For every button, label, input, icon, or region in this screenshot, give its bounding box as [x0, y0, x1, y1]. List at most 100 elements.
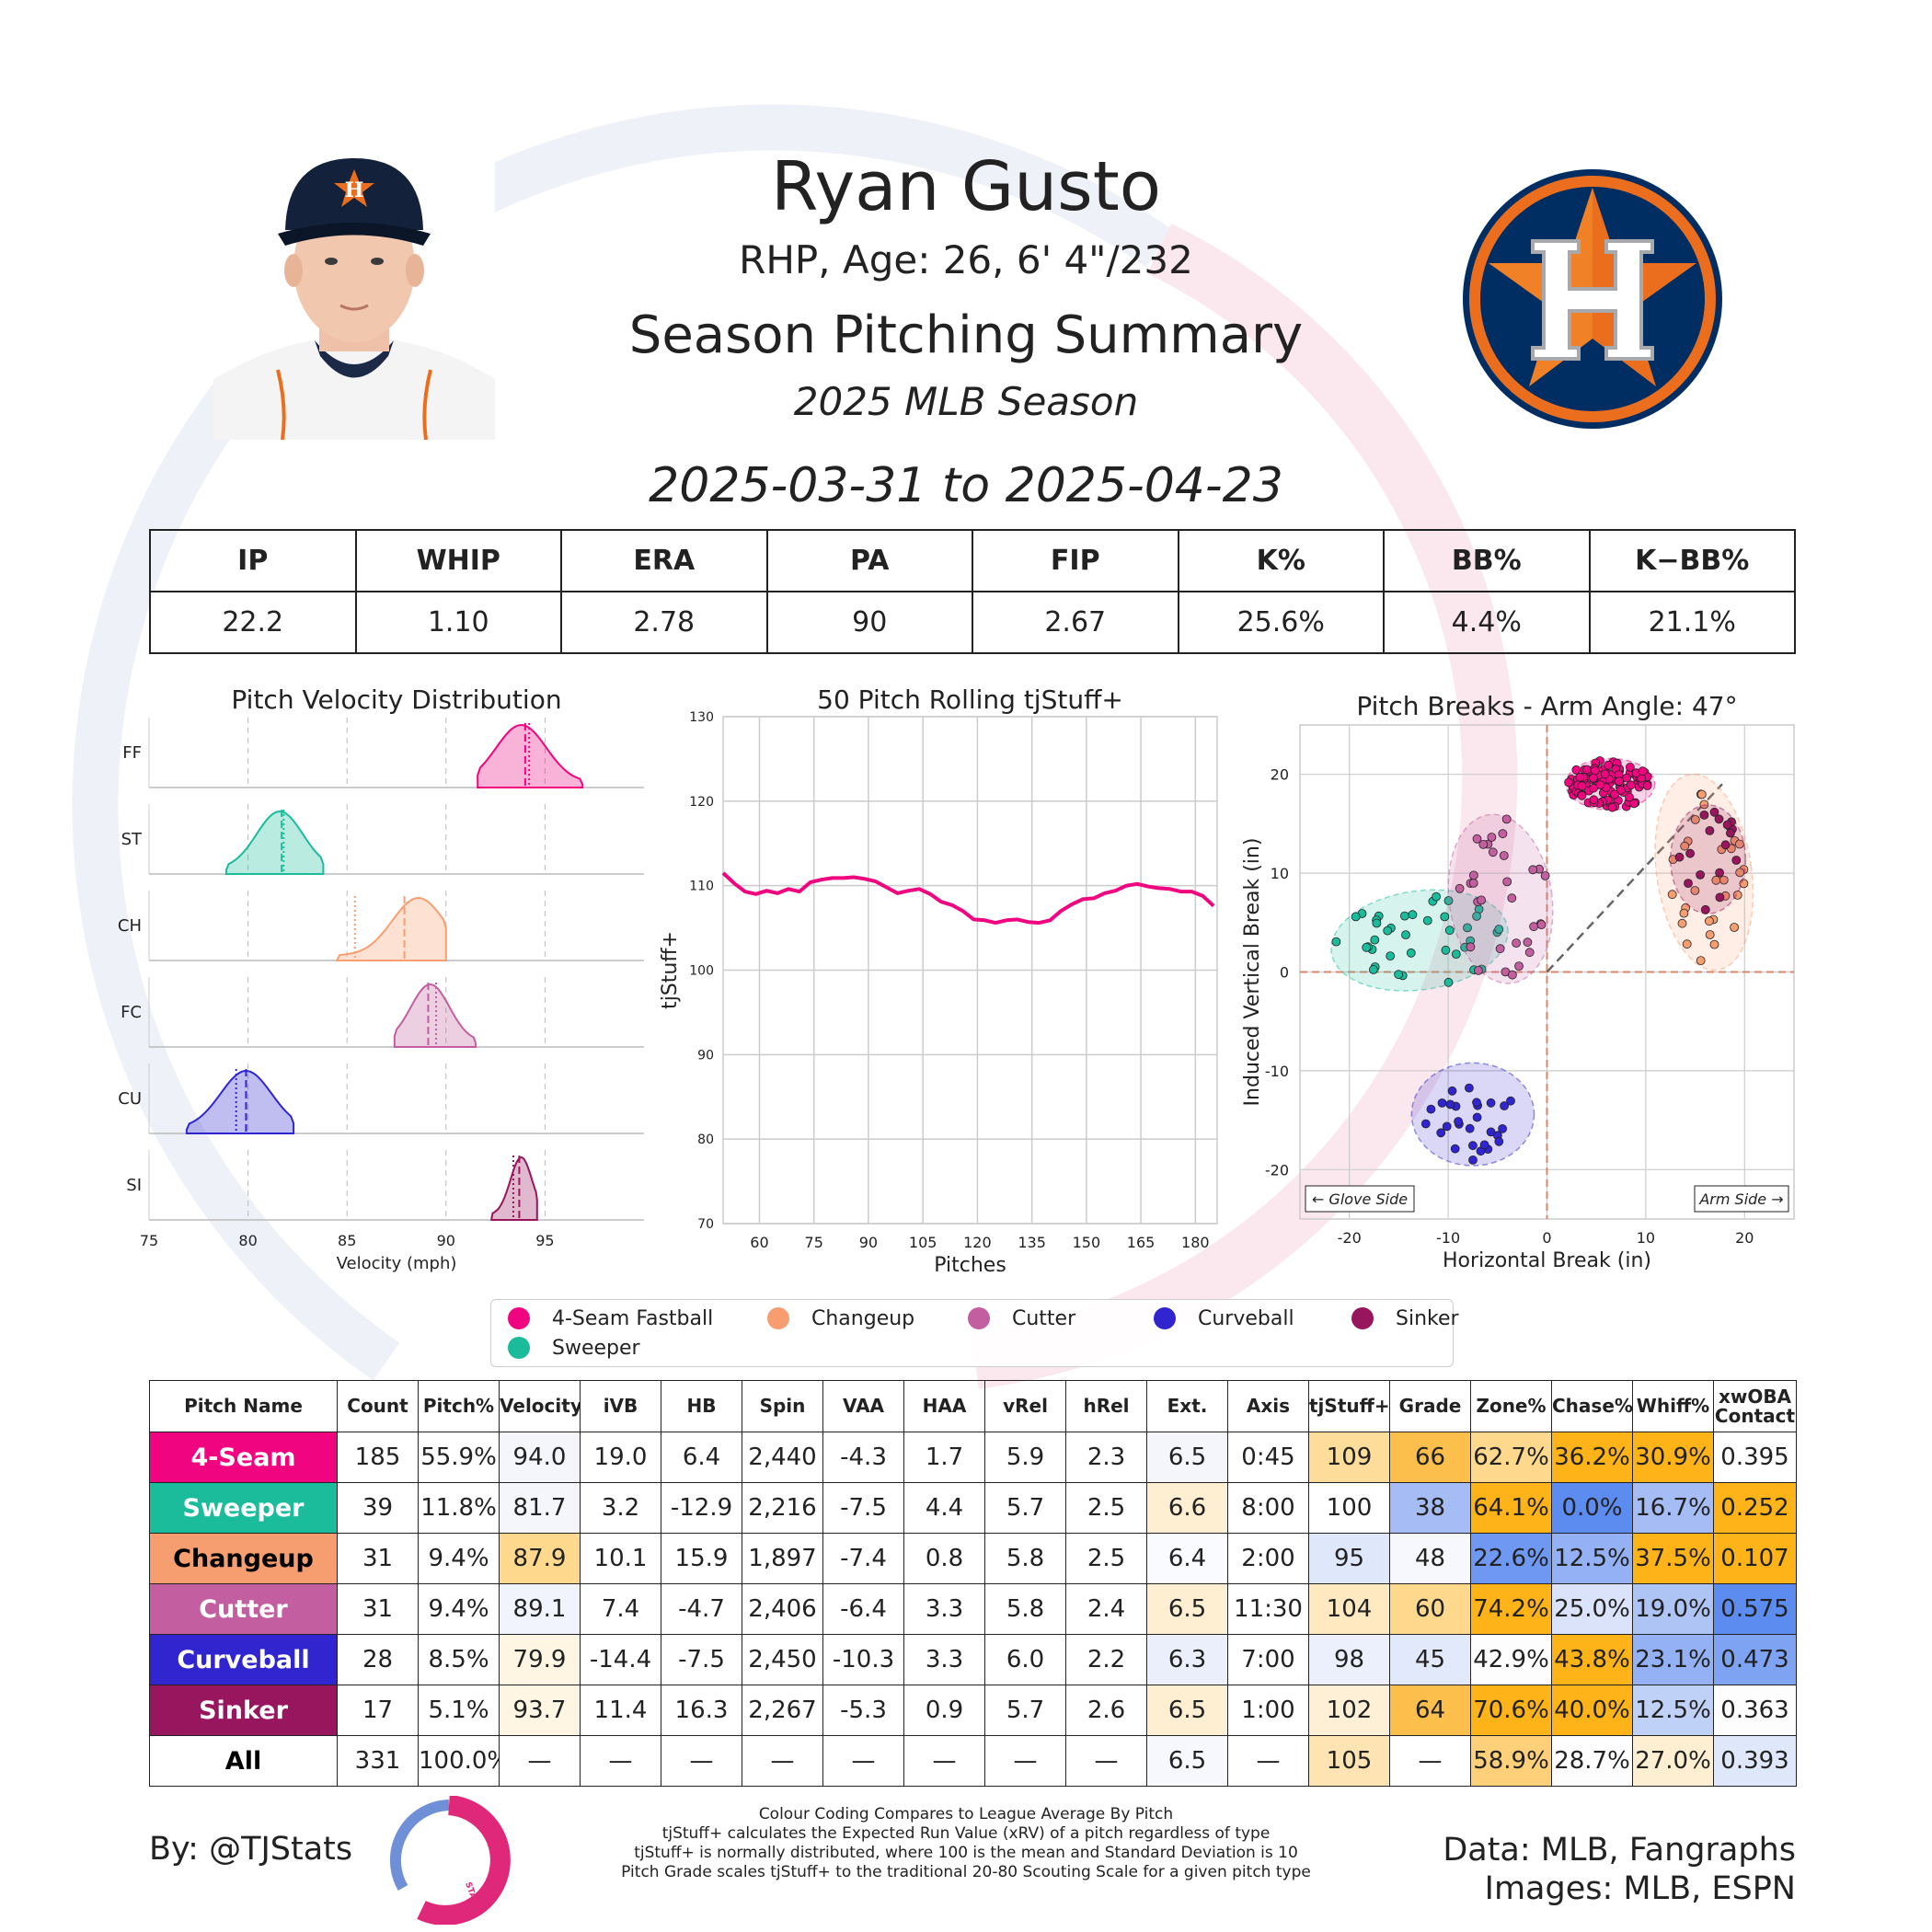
break-point-FC	[1469, 870, 1478, 880]
break-point-CU	[1472, 1098, 1481, 1108]
pitch-table-cell: 45	[1389, 1634, 1471, 1685]
table-row: Cutter 31 9.4% 89.1 7.4 -4.7 2,406 -6.4 3.3 5.8 2.…	[149, 1583, 1797, 1635]
velocity-row-label: CU	[118, 1089, 142, 1109]
pitch-table-header: vRel	[984, 1380, 1066, 1432]
legend-swatch	[508, 1337, 530, 1359]
pitch-table-cell: 60	[1389, 1583, 1471, 1635]
pitch-table-cell: 4.4	[903, 1482, 985, 1534]
pitch-table-cell: 10.1	[580, 1533, 661, 1584]
pitch-table-header: Grade	[1389, 1380, 1471, 1432]
player-name: Ryan Gusto	[770, 147, 1162, 226]
rolling-ytick-label: 90	[697, 1048, 714, 1063]
pitch-table-header: HB	[661, 1380, 742, 1432]
pitch-table-cell: —	[1065, 1735, 1147, 1787]
pitch-table-cell: -7.5	[822, 1482, 904, 1534]
stat-value: 25.6%	[1177, 591, 1385, 654]
pitch-table-cell: 5.7	[984, 1685, 1066, 1736]
break-point-ST	[1372, 918, 1382, 928]
break-point-FC	[1540, 871, 1550, 880]
pitch-table-header: xwOBA Contact	[1713, 1380, 1797, 1432]
velocity-chart-title: Pitch Velocity Distribution	[231, 684, 561, 715]
stat-header: IP	[149, 529, 357, 592]
pitch-table-cell: 2:00	[1227, 1533, 1309, 1584]
pitch-table-header: Zone%	[1470, 1380, 1552, 1432]
break-point-FC	[1507, 893, 1517, 903]
break-xtick-label: 20	[1735, 1229, 1754, 1247]
break-point-CU	[1506, 1096, 1515, 1106]
rolling-ytick-label: 80	[697, 1133, 714, 1147]
break-point-CU	[1472, 1112, 1482, 1122]
break-point-ST	[1444, 926, 1455, 936]
stat-header: K%	[1177, 529, 1385, 592]
footnotes: Colour Coding Compares to League Average…	[0, 1805, 1932, 1882]
break-point-FC	[1501, 814, 1512, 824]
break-point-CU	[1420, 1119, 1431, 1129]
rolling-ytick-label: 110	[689, 880, 714, 894]
break-point-ST	[1401, 930, 1410, 939]
pitch-table-cell: 70.6%	[1470, 1685, 1552, 1736]
pitch-table-cell: 2,406	[742, 1583, 823, 1635]
pitch-table-header: Whiff%	[1632, 1380, 1714, 1432]
arm-side-box	[1694, 1185, 1789, 1213]
pitch-table-cell: 100.0%	[418, 1735, 500, 1787]
break-point-ST	[1441, 945, 1451, 955]
break-point-FF	[1571, 765, 1581, 775]
break-point-ST	[1422, 915, 1432, 926]
pitch-table-cell: 64.1%	[1470, 1482, 1552, 1534]
table-row: Curveball 28 8.5% 79.9 -14.4 -7.5 2,450 -10.3 3.…	[149, 1634, 1797, 1685]
velocity-density-CU	[185, 1069, 295, 1134]
break-point-CU	[1454, 1117, 1463, 1126]
break-point-ST	[1406, 948, 1416, 958]
break-point-CU	[1437, 1098, 1447, 1108]
break-point-CH	[1705, 930, 1715, 939]
break-point-CU	[1486, 1098, 1496, 1108]
pitch-table-cell: 31	[337, 1583, 419, 1635]
stat-header: ERA	[560, 529, 768, 592]
player-bio: RHP, Age: 26, 6' 4"/232	[739, 237, 1193, 282]
velocity-row-label: FF	[122, 743, 142, 763]
pitch-table-cell: -6.4	[822, 1583, 904, 1635]
stat-value: 2.78	[560, 591, 768, 654]
pitch-table-cell: 94.0	[499, 1432, 581, 1483]
pitch-table-cell: 5.7	[984, 1482, 1066, 1534]
pitch-table-header: Pitch Name	[149, 1380, 338, 1432]
break-point-ST	[1443, 977, 1454, 987]
break-point-FF	[1607, 802, 1617, 812]
tjstats-logo: STATS	[389, 1796, 511, 1925]
pitch-table-cell: 104	[1308, 1583, 1390, 1635]
break-point-SI	[1684, 879, 1693, 888]
rolling-xtick-label: 150	[1073, 1234, 1101, 1251]
break-point-ST	[1370, 935, 1380, 945]
legend-swatch	[1154, 1307, 1176, 1329]
pitch-table-header: hRel	[1065, 1380, 1147, 1432]
break-xlabel: Horizontal Break (in)	[1443, 1249, 1651, 1272]
break-point-ST	[1494, 925, 1504, 934]
table-row: Sinker 17 5.1% 93.7 11.4 16.3 2,267 -5.3 0.9 5.7 2…	[149, 1685, 1797, 1736]
pitch-table-cell: 42.9%	[1470, 1634, 1552, 1685]
pitch-table-header: Pitch%	[418, 1380, 500, 1432]
pitch-table-cell: 19.0%	[1632, 1583, 1714, 1635]
glove-side-label: ← Glove Side	[1312, 1190, 1408, 1208]
break-chart-title: Pitch Breaks - Arm Angle: 47°	[1356, 691, 1737, 721]
pitch-table-cell: 7:00	[1227, 1634, 1309, 1685]
pitch-table-cell: 37.5%	[1632, 1533, 1714, 1584]
break-point-FF	[1575, 772, 1585, 782]
pitch-table-cell: 27.0%	[1632, 1735, 1714, 1787]
pitch-table-header: VAA	[822, 1380, 904, 1432]
break-point-FC	[1477, 895, 1486, 905]
team-logo	[1463, 169, 1722, 429]
legend-swatch	[968, 1307, 990, 1329]
break-point-SI	[1731, 856, 1742, 865]
break-point-CH	[1682, 939, 1692, 949]
pitch-table-cell: 19.0	[580, 1432, 661, 1483]
pitch-table-cell: 0.473	[1713, 1634, 1797, 1685]
data-source: Data: MLB, Fangraphs	[1443, 1832, 1796, 1869]
pitch-table-cell: 0.107	[1713, 1533, 1797, 1584]
pitch-table-cell: 2.4	[1065, 1583, 1147, 1635]
footnote-line: Pitch Grade scales tjStuff+ to the tradi…	[621, 1863, 1311, 1881]
pitch-table-cell: 74.2%	[1470, 1583, 1552, 1635]
pitch-arsenal-table: Pitch Name Count Pitch% Velocity iVB HB Spin VA…	[149, 1380, 1797, 1787]
pitch-table-cell: 3.2	[580, 1482, 661, 1534]
stat-header: PA	[765, 529, 973, 592]
pitch-table-cell: -4.3	[822, 1432, 904, 1483]
